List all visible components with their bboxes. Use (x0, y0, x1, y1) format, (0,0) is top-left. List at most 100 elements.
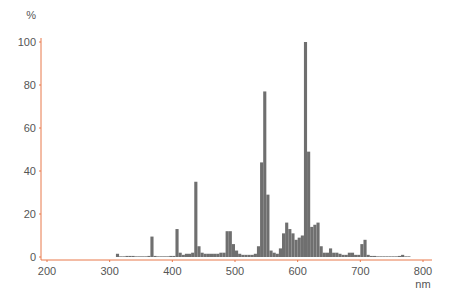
bar (263, 91, 266, 257)
bar (207, 254, 210, 257)
y-tick-label: 100 (18, 36, 36, 48)
x-tick-label: 800 (414, 265, 432, 277)
bar (210, 254, 213, 257)
bar (301, 236, 304, 258)
bar (351, 253, 354, 257)
bar (288, 229, 291, 257)
x-axis (41, 260, 432, 261)
x-tick-label: 700 (351, 265, 369, 277)
bar (238, 254, 241, 257)
y-tick-label: 40 (24, 165, 36, 177)
bar (128, 256, 131, 257)
bar (229, 231, 232, 257)
bar (379, 256, 382, 258)
bar (251, 255, 254, 257)
bar (182, 255, 185, 257)
bar (169, 256, 172, 257)
bar (338, 254, 341, 257)
bar (345, 255, 348, 257)
bars (116, 42, 411, 257)
bar (197, 246, 200, 257)
y-tick (39, 128, 41, 129)
bar (269, 251, 272, 257)
bar (295, 240, 298, 257)
bar (194, 182, 197, 257)
bar (373, 256, 376, 257)
bar (110, 257, 113, 258)
bar (175, 229, 178, 257)
bar (138, 256, 141, 258)
bar (282, 233, 285, 257)
bar (226, 231, 229, 257)
bar (219, 253, 222, 257)
bar (116, 254, 119, 257)
bar (307, 152, 310, 257)
bar (113, 257, 116, 258)
bar (216, 254, 219, 257)
bar (235, 251, 238, 257)
bar (332, 253, 335, 257)
y-tick (39, 85, 41, 86)
bar (154, 256, 157, 257)
bar (204, 254, 207, 257)
bar (257, 246, 260, 257)
bar (392, 256, 395, 258)
bar (157, 256, 160, 258)
bar (119, 256, 122, 258)
x-tick-label: 600 (288, 265, 306, 277)
bar (248, 255, 251, 257)
bar (382, 256, 385, 258)
bar (147, 256, 150, 257)
bar (389, 256, 392, 258)
bar (166, 256, 169, 258)
bar (291, 233, 294, 257)
bar (201, 253, 204, 257)
bar (395, 256, 398, 258)
bar (144, 256, 147, 258)
bar (141, 256, 144, 258)
bar (232, 244, 235, 257)
bar (122, 256, 125, 258)
bar (125, 256, 128, 257)
bar (342, 255, 345, 257)
bar (370, 256, 373, 257)
chart: 020406080100200300400500600700800%nm (0, 0, 456, 301)
bar (326, 253, 329, 257)
bar (185, 254, 188, 257)
bar (132, 256, 135, 257)
y-tick-label: 80 (24, 79, 36, 91)
x-tick (47, 260, 48, 262)
x-tick (423, 260, 424, 262)
x-tick (109, 260, 110, 262)
bar (298, 238, 301, 257)
bar (323, 253, 326, 257)
bar (150, 237, 153, 257)
bar (163, 256, 166, 258)
x-tick (297, 260, 298, 262)
y-tick-label: 20 (24, 208, 36, 220)
bar (335, 253, 338, 257)
bar (320, 246, 323, 257)
x-tick-label: 500 (226, 265, 244, 277)
bar (385, 256, 388, 258)
bar (310, 227, 313, 257)
bar (285, 223, 288, 257)
bar (357, 255, 360, 257)
y-tick (39, 214, 41, 215)
y-tick-label: 0 (30, 251, 36, 263)
bar (188, 254, 191, 257)
y-tick (39, 171, 41, 172)
y-axis (41, 38, 42, 260)
x-tick-label: 400 (163, 265, 181, 277)
bar (363, 240, 366, 257)
y-tick (39, 257, 41, 258)
bar (276, 254, 279, 257)
x-axis-label: nm (415, 278, 430, 290)
bar (348, 253, 351, 257)
bar (360, 244, 363, 257)
bar (407, 256, 410, 258)
bar (367, 255, 370, 257)
x-tick (235, 260, 236, 262)
x-tick (172, 260, 173, 262)
bar (213, 254, 216, 257)
